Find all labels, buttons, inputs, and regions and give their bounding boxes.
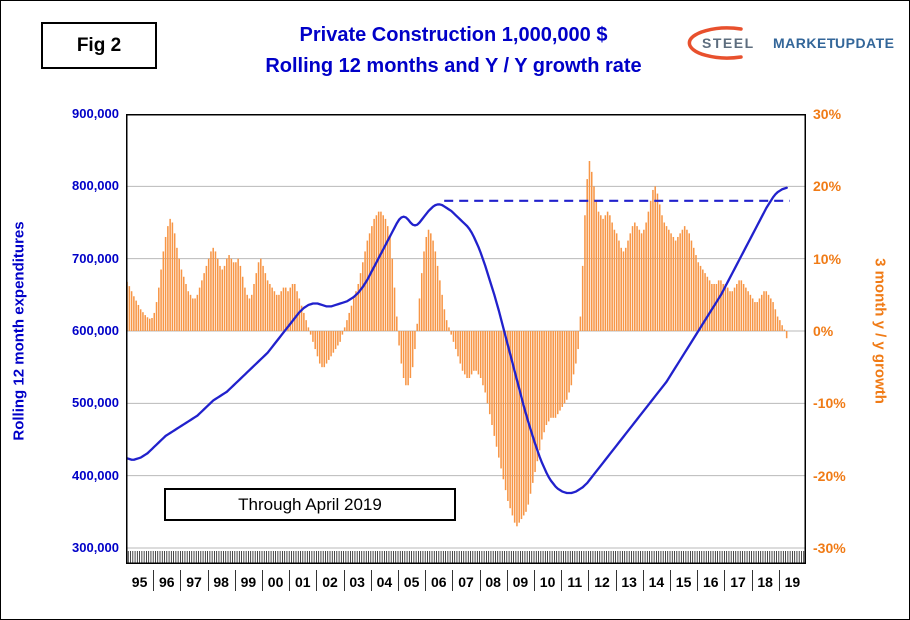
x-axis-year-label: 06 <box>430 574 447 590</box>
logo-swoosh-icon <box>687 26 743 60</box>
x-axis-separator <box>697 570 699 591</box>
x-axis-separator <box>724 570 726 591</box>
growth-bars-series <box>126 161 788 527</box>
x-axis-separator <box>153 570 155 591</box>
through-date-label: Through April 2019 <box>238 494 382 514</box>
x-axis-year-label: 18 <box>757 574 773 590</box>
x-axis-separator <box>615 570 617 591</box>
x-axis-year-label: 17 <box>730 574 746 590</box>
x-axis-separator <box>180 570 182 591</box>
x-axis-year-label: 03 <box>349 574 365 590</box>
x-axis-separator <box>234 570 236 591</box>
right-axis-tick-label: -30% <box>813 540 846 556</box>
gridlines <box>126 185 806 549</box>
x-axis-year-label: 07 <box>458 574 474 590</box>
smu-logo-graphic: STEEL MARKET UPDATE <box>687 26 895 60</box>
chart-title-line1: Private Construction 1,000,000 $ <box>299 24 608 46</box>
logo-word-steel: STEEL <box>702 35 755 51</box>
x-axis-year-label: 11 <box>567 574 583 590</box>
right-axis-tick-label: -10% <box>813 395 846 412</box>
smu-logo: STEEL MARKET UPDATE <box>685 23 895 65</box>
plot-border <box>126 114 806 564</box>
x-axis-year-label: 02 <box>322 574 338 590</box>
right-axis-tick-label: 10% <box>813 250 842 267</box>
left-axis-tick-label: 700,000 <box>72 250 119 266</box>
right-axis-tick-label: 0% <box>813 323 834 339</box>
chart-title: Private Construction 1,000,000 $ Rolling… <box>171 20 736 82</box>
x-axis-separator <box>398 570 399 591</box>
left-axis-tick-label: 900,000 <box>72 106 119 121</box>
x-axis-separator <box>370 570 372 591</box>
x-axis-year-label: 09 <box>512 574 529 590</box>
x-axis-separator <box>289 570 291 591</box>
expenditures-line <box>126 186 788 495</box>
x-axis-year-label: 04 <box>376 574 393 590</box>
figure-label: Fig 2 <box>41 22 157 69</box>
x-axis-year-label: 96 <box>158 574 175 590</box>
x-axis-separator <box>561 570 563 591</box>
chart-plot <box>126 114 806 564</box>
x-axis-year-label: 01 <box>294 574 311 590</box>
x-axis-year-label: 12 <box>594 574 610 590</box>
figure-label-text: Fig 2 <box>76 34 122 56</box>
x-axis-year-label: 00 <box>267 574 284 590</box>
left-axis-tick-label: 400,000 <box>72 467 119 483</box>
x-axis-year-label: 08 <box>485 574 501 590</box>
right-axis-tick-label: -20% <box>813 467 846 484</box>
x-axis-separator <box>670 570 671 591</box>
x-axis-separator <box>506 570 508 591</box>
x-axis-year-label: 13 <box>621 574 637 590</box>
chart-title-line2: Rolling 12 months and Y / Y growth rate <box>265 55 642 77</box>
x-axis-year-label: 10 <box>539 574 556 590</box>
through-date-box: Through April 2019 <box>164 488 456 521</box>
right-axis-tick-label: 20% <box>813 178 842 195</box>
x-axis-year-label: 16 <box>702 574 719 590</box>
x-axis-separator <box>207 570 209 591</box>
logo-word-market: MARKET <box>773 35 836 51</box>
x-axis-year-label: 05 <box>403 574 420 590</box>
left-axis-tick-label: 600,000 <box>72 323 119 338</box>
x-axis-year-label: 15 <box>675 574 692 590</box>
right-axis-tick-label: 30% <box>813 106 842 122</box>
left-axis-title: Rolling 12 month expenditures <box>10 221 28 441</box>
x-axis-year-label: 97 <box>186 574 202 590</box>
x-axis-year-label: 99 <box>240 574 257 590</box>
x-axis-separator <box>479 570 481 591</box>
x-axis-separator <box>751 570 753 591</box>
left-axis-tick-label: 800,000 <box>72 178 119 194</box>
x-axis-separator <box>778 570 780 591</box>
x-axis-year-label: 14 <box>648 574 665 590</box>
x-axis-separator <box>262 570 263 591</box>
left-axis-tick-label: 500,000 <box>72 395 119 411</box>
x-axis-separator <box>642 570 644 591</box>
x-axis-year-label: 98 <box>213 574 229 590</box>
left-axis-tick-label: 300,000 <box>72 540 119 555</box>
monthly-tick-strip <box>126 551 806 563</box>
x-axis-separator <box>588 570 590 591</box>
x-axis-year-label: 19 <box>784 574 801 590</box>
x-axis-separator <box>534 570 535 591</box>
x-axis-separator <box>452 570 454 591</box>
x-axis-separator <box>425 570 427 591</box>
x-axis-year-label: 95 <box>131 574 148 590</box>
x-axis-separator <box>343 570 345 591</box>
x-axis-separator <box>316 570 318 591</box>
logo-word-update: UPDATE <box>835 35 895 51</box>
